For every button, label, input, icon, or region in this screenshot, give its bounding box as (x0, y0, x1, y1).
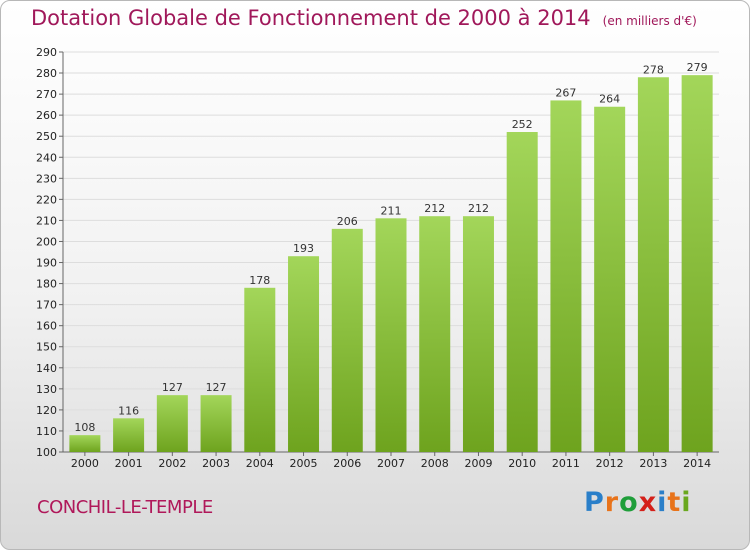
value-label: 212 (424, 202, 445, 215)
value-label: 267 (555, 86, 576, 99)
y-tick-label: 180 (36, 278, 57, 291)
y-tick-label: 110 (36, 425, 57, 438)
y-tick-label: 130 (36, 383, 57, 396)
x-tick-label: 2007 (377, 457, 405, 470)
value-label: 178 (249, 274, 270, 287)
value-label: 212 (468, 202, 489, 215)
value-label: 278 (643, 63, 664, 76)
logo-letter: o (619, 487, 639, 518)
x-tick-label: 2008 (421, 457, 449, 470)
x-tick-label: 2014 (683, 457, 711, 470)
x-tick-label: 2010 (508, 457, 536, 470)
y-tick-label: 100 (36, 446, 57, 459)
bar (419, 216, 451, 452)
y-tick-label: 230 (36, 172, 57, 185)
labels: 100 110 120 130 140 150 160 170 180 190 200 210 220 2… (36, 46, 711, 470)
x-tick-label: 2002 (158, 457, 186, 470)
x-tick-label: 2005 (290, 457, 318, 470)
y-tick-label: 290 (36, 46, 57, 59)
x-tick-label: 2003 (202, 457, 230, 470)
bar (637, 77, 669, 453)
x-tick-label: 2006 (333, 457, 361, 470)
bar (331, 228, 363, 452)
y-tick-label: 140 (36, 362, 57, 375)
value-label: 264 (599, 93, 620, 106)
y-tick-label: 250 (36, 130, 57, 143)
bar (156, 395, 188, 452)
bar (244, 287, 276, 452)
y-tick-label: 200 (36, 235, 57, 248)
bar (594, 106, 626, 452)
logo-letter: i (681, 487, 692, 518)
y-tick-label: 160 (36, 320, 57, 333)
bar (550, 100, 582, 452)
bar (506, 132, 538, 452)
bar (69, 435, 101, 452)
logo-letter: P (584, 487, 605, 518)
value-label: 252 (512, 118, 533, 131)
y-tick-label: 260 (36, 109, 57, 122)
value-label: 193 (293, 242, 314, 255)
y-tick-label: 190 (36, 257, 57, 270)
y-tick-label: 150 (36, 341, 57, 354)
bar (681, 75, 713, 452)
proxiti-logo: Proxiti (584, 487, 692, 518)
y-tick-label: 270 (36, 88, 57, 101)
chart-unit: (en milliers d'€) (602, 14, 697, 28)
logo-letter: t (667, 487, 682, 518)
x-tick-label: 2009 (464, 457, 492, 470)
y-tick-label: 170 (36, 299, 57, 312)
bar (113, 418, 145, 452)
y-tick-label: 220 (36, 193, 57, 206)
logo-letter: i (657, 487, 668, 518)
x-tick-label: 2004 (246, 457, 274, 470)
y-tick-label: 280 (36, 67, 57, 80)
bar (375, 218, 407, 452)
logo-letter: x (638, 487, 658, 518)
x-tick-label: 2000 (71, 457, 99, 470)
chart-title: Dotation Globale de Fonctionnement de 20… (31, 6, 697, 30)
logo-letter: r (604, 487, 620, 518)
value-label: 279 (687, 61, 708, 74)
x-tick-label: 2001 (115, 457, 143, 470)
bar (200, 395, 232, 452)
value-label: 116 (118, 404, 139, 417)
chart-title-text: Dotation Globale de Fonctionnement de 20… (31, 6, 591, 30)
commune-name: CONCHIL-LE-TEMPLE (37, 497, 213, 518)
y-tick-label: 240 (36, 151, 57, 164)
bars (69, 75, 713, 453)
bar (462, 216, 494, 452)
x-tick-label: 2012 (596, 457, 624, 470)
y-tick-label: 210 (36, 214, 57, 227)
value-label: 206 (337, 215, 358, 228)
x-tick-label: 2013 (639, 457, 667, 470)
value-label: 108 (74, 421, 95, 434)
bar (288, 256, 320, 452)
x-tick-label: 2011 (552, 457, 580, 470)
value-label: 127 (206, 381, 227, 394)
value-label: 211 (381, 204, 402, 217)
y-tick-label: 120 (36, 404, 57, 417)
value-label: 127 (162, 381, 183, 394)
